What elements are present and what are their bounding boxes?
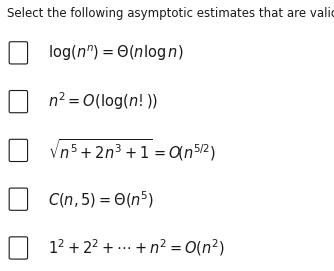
FancyBboxPatch shape [9, 237, 27, 259]
Text: $\sqrt{n^5 + 2n^3 + 1} = O\!\left(n^{5/2}\right)$: $\sqrt{n^5 + 2n^3 + 1} = O\!\left(n^{5/2… [48, 137, 216, 163]
Text: $n^2 = O(\log(n!))$: $n^2 = O(\log(n!))$ [48, 91, 159, 112]
FancyBboxPatch shape [9, 188, 27, 210]
Text: $C(n,5) = \Theta(n^5)$: $C(n,5) = \Theta(n^5)$ [48, 189, 155, 209]
FancyBboxPatch shape [9, 91, 27, 113]
Text: Select the following asymptotic estimates that are valid.: Select the following asymptotic estimate… [7, 7, 334, 20]
Text: $\log(n^n) = \Theta(n\log n)$: $\log(n^n) = \Theta(n\log n)$ [48, 43, 184, 63]
FancyBboxPatch shape [9, 42, 27, 64]
FancyBboxPatch shape [9, 139, 27, 162]
Text: $1^2 + 2^2 + \cdots + n^2 = O(n^2)$: $1^2 + 2^2 + \cdots + n^2 = O(n^2)$ [48, 238, 225, 258]
